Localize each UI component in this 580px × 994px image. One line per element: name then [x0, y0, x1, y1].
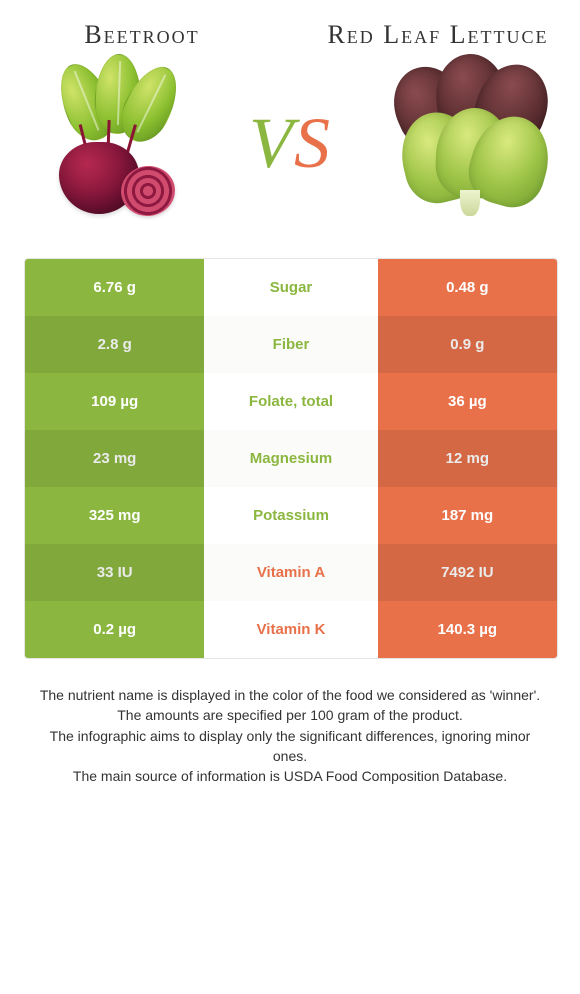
right-value: 7492 IU	[378, 544, 557, 601]
image-row: VS	[24, 58, 556, 228]
right-value: 0.9 g	[378, 316, 557, 373]
nutrient-table: 6.76 gSugar0.48 g2.8 gFiber0.9 g109 µgFo…	[24, 258, 558, 659]
footer-line-3: The infographic aims to display only the…	[38, 726, 542, 767]
nutrient-name: Vitamin A	[204, 544, 377, 601]
right-value: 140.3 µg	[378, 601, 557, 658]
lettuce-image	[386, 63, 556, 223]
left-value: 33 IU	[25, 544, 204, 601]
table-row: 6.76 gSugar0.48 g	[25, 259, 557, 316]
right-value: 12 mg	[378, 430, 557, 487]
table-row: 325 mgPotassium187 mg	[25, 487, 557, 544]
right-value: 0.48 g	[378, 259, 557, 316]
left-value: 0.2 µg	[25, 601, 204, 658]
footer-line-4: The main source of information is USDA F…	[38, 766, 542, 786]
nutrient-name: Vitamin K	[204, 601, 377, 658]
nutrient-name: Potassium	[204, 487, 377, 544]
table-row: 109 µgFolate, total36 µg	[25, 373, 557, 430]
left-value: 325 mg	[25, 487, 204, 544]
footer-line-2: The amounts are specified per 100 gram o…	[38, 705, 542, 725]
table-row: 33 IUVitamin A7492 IU	[25, 544, 557, 601]
lettuce-icon	[386, 68, 556, 218]
left-food-title: Beetroot	[24, 20, 260, 50]
right-value: 36 µg	[378, 373, 557, 430]
left-value: 6.76 g	[25, 259, 204, 316]
right-value: 187 mg	[378, 487, 557, 544]
left-value: 2.8 g	[25, 316, 204, 373]
table-row: 2.8 gFiber0.9 g	[25, 316, 557, 373]
header-row: Beetroot Red Leaf Lettuce	[24, 20, 556, 50]
table-row: 23 mgMagnesium12 mg	[25, 430, 557, 487]
infographic-container: Beetroot Red Leaf Lettuce VS	[0, 0, 580, 786]
left-value: 23 mg	[25, 430, 204, 487]
nutrient-name: Sugar	[204, 259, 377, 316]
footer-line-1: The nutrient name is displayed in the co…	[38, 685, 542, 705]
vs-v: V	[249, 102, 294, 185]
footer-notes: The nutrient name is displayed in the co…	[38, 685, 542, 786]
table-row: 0.2 µgVitamin K140.3 µg	[25, 601, 557, 658]
vs-label: VS	[249, 102, 331, 185]
right-food-title: Red Leaf Lettuce	[320, 21, 556, 50]
vs-s: S	[294, 102, 331, 185]
nutrient-name: Folate, total	[204, 373, 377, 430]
beetroot-icon	[29, 68, 189, 218]
left-value: 109 µg	[25, 373, 204, 430]
beetroot-image	[24, 63, 194, 223]
nutrient-name: Fiber	[204, 316, 377, 373]
nutrient-name: Magnesium	[204, 430, 377, 487]
